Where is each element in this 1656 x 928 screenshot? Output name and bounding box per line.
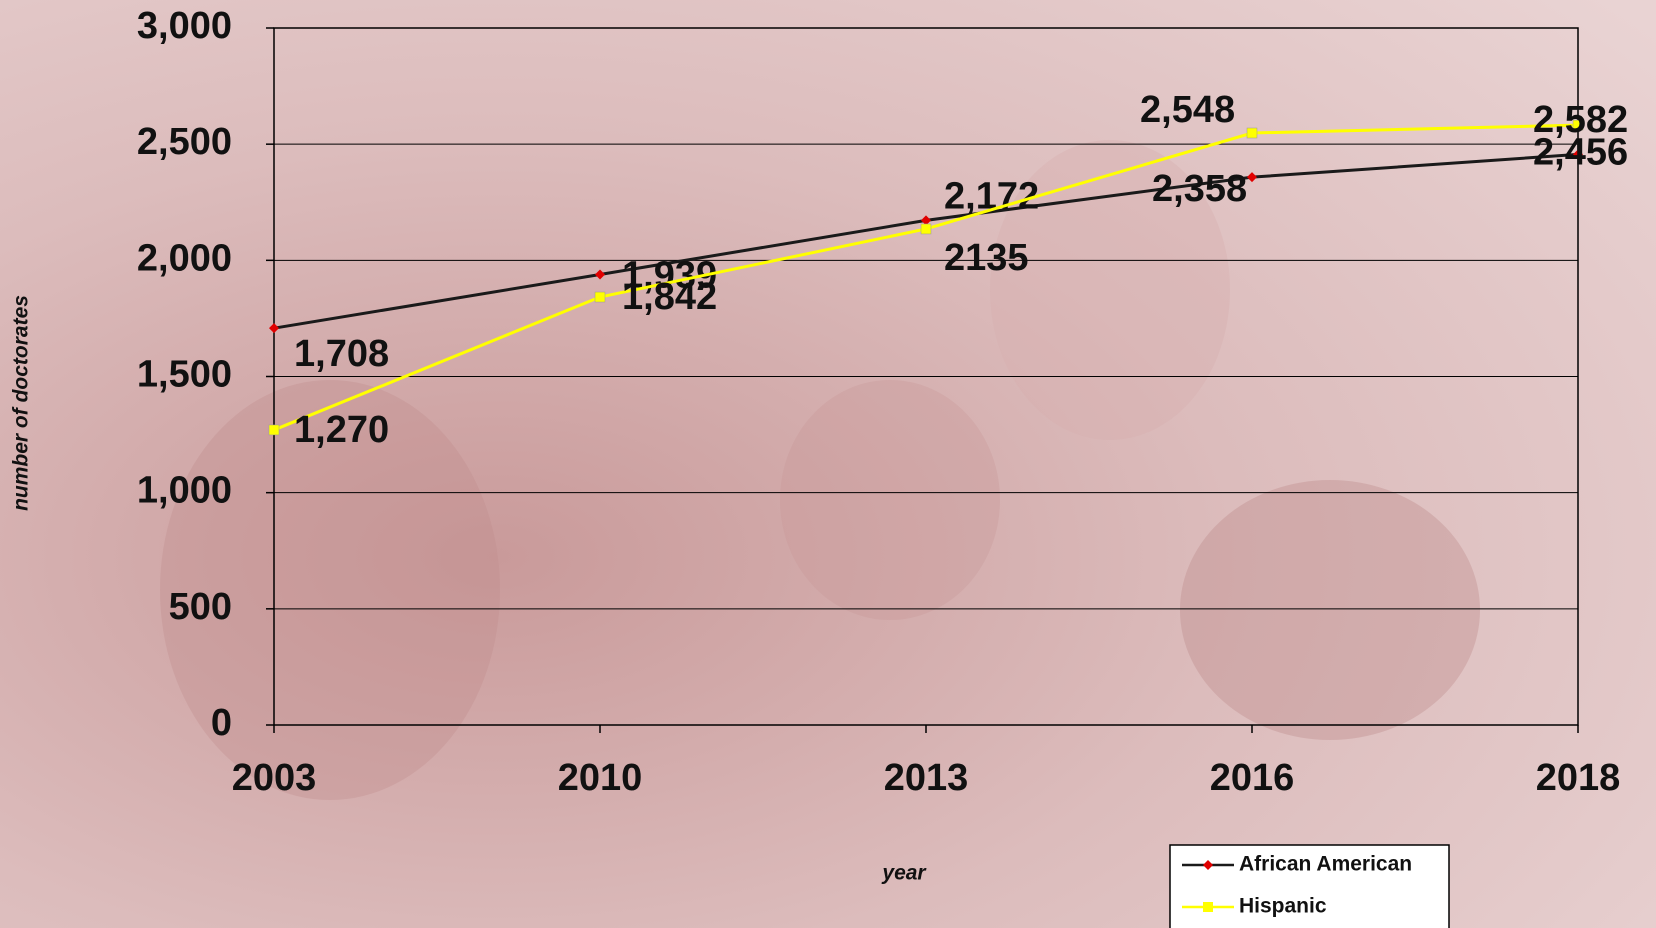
- data-label: 1,708: [294, 333, 389, 375]
- y-tick-label: 2,000: [137, 237, 232, 279]
- legend-label: African American: [1239, 853, 1412, 876]
- y-tick-label: 2,500: [137, 121, 232, 163]
- y-tick-label: 3,000: [137, 5, 232, 47]
- y-tick-label: 500: [169, 586, 232, 628]
- legend-marker: [1203, 902, 1213, 912]
- data-label: 2,548: [1140, 89, 1235, 131]
- x-axis-title: year: [881, 862, 927, 885]
- y-tick-label: 0: [211, 702, 232, 744]
- x-tick-label: 2010: [558, 757, 643, 799]
- x-tick-label: 2003: [232, 757, 317, 799]
- data-label: 2,358: [1152, 168, 1247, 210]
- data-label: 1,270: [294, 409, 389, 451]
- background-shape: [160, 380, 500, 800]
- x-tick-label: 2018: [1536, 757, 1621, 799]
- data-label: 2,582: [1533, 99, 1628, 141]
- y-tick-label: 1,500: [137, 354, 232, 396]
- marker: [268, 424, 280, 436]
- marker: [1573, 149, 1583, 160]
- data-label: 2135: [944, 237, 1029, 279]
- background-shape: [990, 140, 1230, 440]
- data-label: 1,842: [622, 276, 717, 318]
- data-label: 2,456: [1533, 131, 1628, 173]
- marker: [921, 215, 931, 226]
- y-axis-title: number of doctorates: [10, 295, 33, 511]
- y-tick-label: 1,000: [137, 470, 232, 512]
- background-shape: [1180, 480, 1480, 740]
- legend: [1169, 844, 1450, 928]
- marker: [920, 223, 932, 235]
- marker: [1572, 119, 1584, 131]
- marker: [269, 323, 279, 334]
- legend-label: Hispanic: [1239, 895, 1327, 918]
- marker: [1247, 172, 1257, 183]
- background-shape: [780, 380, 1000, 620]
- legend-marker: [1203, 860, 1213, 870]
- marker: [594, 291, 606, 303]
- marker: [595, 269, 605, 280]
- x-tick-label: 2013: [884, 757, 969, 799]
- marker: [1246, 127, 1258, 139]
- x-tick-label: 2016: [1210, 757, 1295, 799]
